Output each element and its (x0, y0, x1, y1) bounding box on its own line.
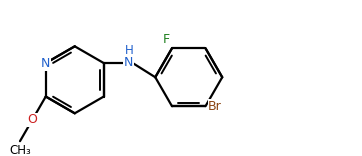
Text: N: N (124, 56, 134, 69)
Text: O: O (27, 113, 37, 127)
Text: H: H (125, 44, 133, 57)
Text: F: F (162, 33, 169, 46)
Text: CH₃: CH₃ (9, 144, 31, 156)
Text: N: N (41, 57, 50, 70)
Text: Br: Br (208, 100, 222, 113)
